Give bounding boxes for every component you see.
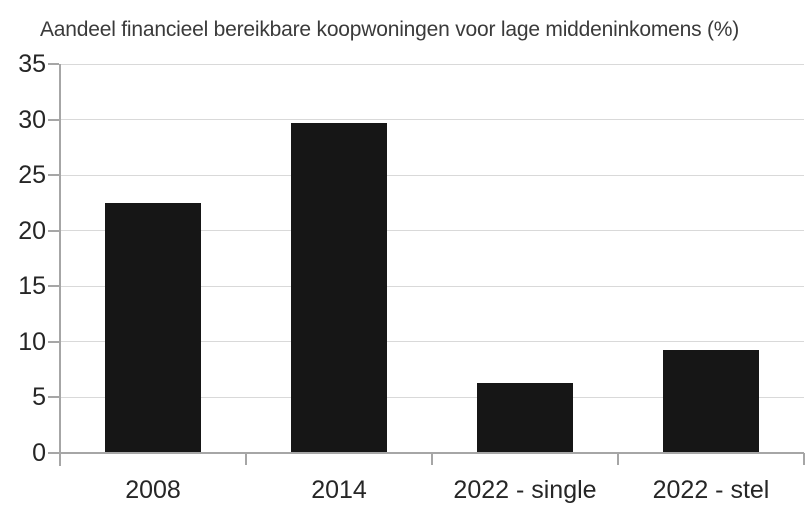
gridline-10 xyxy=(60,341,804,343)
y-tick-label-35: 35 xyxy=(18,50,46,78)
y-tick-0 xyxy=(48,452,59,454)
bar-2008 xyxy=(105,202,201,453)
gridline-20 xyxy=(60,230,804,232)
bar-2022 - stel xyxy=(663,349,759,453)
y-tick-label-15: 15 xyxy=(18,272,46,301)
y-tick-10 xyxy=(48,340,59,343)
x-tick-2 xyxy=(431,453,433,465)
x-tick-3 xyxy=(617,453,619,465)
x-category-label-2022 - single: 2022 - single xyxy=(453,476,597,504)
x-tick-1 xyxy=(245,453,247,465)
gridline-25 xyxy=(60,174,804,176)
y-tick-35 xyxy=(48,63,59,65)
gridline-15 xyxy=(60,285,804,287)
y-tick-30 xyxy=(48,118,59,121)
gridline-30 xyxy=(60,119,804,121)
x-category-label-2014: 2014 xyxy=(311,476,367,504)
y-tick-label-30: 30 xyxy=(18,105,46,134)
y-tick-label-5: 5 xyxy=(32,383,46,412)
y-tick-25 xyxy=(48,174,59,177)
x-category-label-2008: 2008 xyxy=(125,476,181,504)
gridline-5 xyxy=(60,396,804,398)
y-tick-label-0: 0 xyxy=(32,439,46,467)
y-tick-15 xyxy=(48,285,59,288)
y-tick-label-25: 25 xyxy=(18,161,46,190)
y-tick-label-10: 10 xyxy=(18,327,46,356)
x-tick-4 xyxy=(803,453,805,465)
y-tick-label-20: 20 xyxy=(18,216,46,245)
y-tick-20 xyxy=(48,229,59,232)
y-axis-line xyxy=(59,64,61,466)
bar-2022 - single xyxy=(477,382,573,453)
x-category-label-2022 - stel: 2022 - stel xyxy=(652,476,770,504)
x-tick-0 xyxy=(59,453,61,465)
gridline-35 xyxy=(60,63,804,65)
y-tick-5 xyxy=(48,396,59,399)
bar-2014 xyxy=(291,122,387,453)
chart-title: Aandeel financieel bereikbare koopwoning… xyxy=(40,18,740,41)
